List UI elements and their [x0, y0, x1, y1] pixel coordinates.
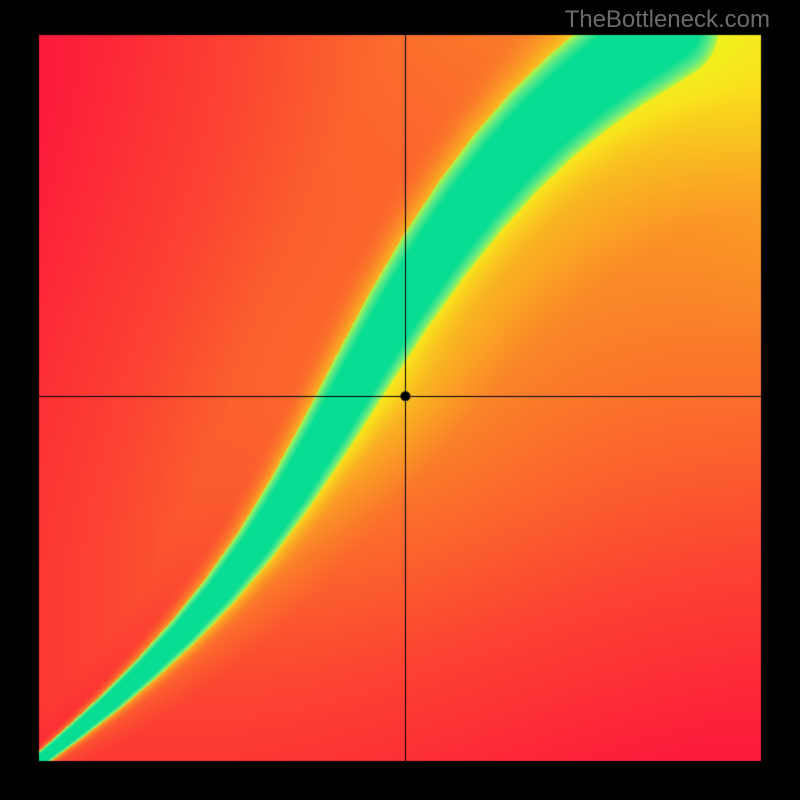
- chart-container: TheBottleneck.com: [0, 0, 800, 800]
- watermark-text: TheBottleneck.com: [565, 6, 770, 34]
- bottleneck-heatmap: [0, 0, 800, 800]
